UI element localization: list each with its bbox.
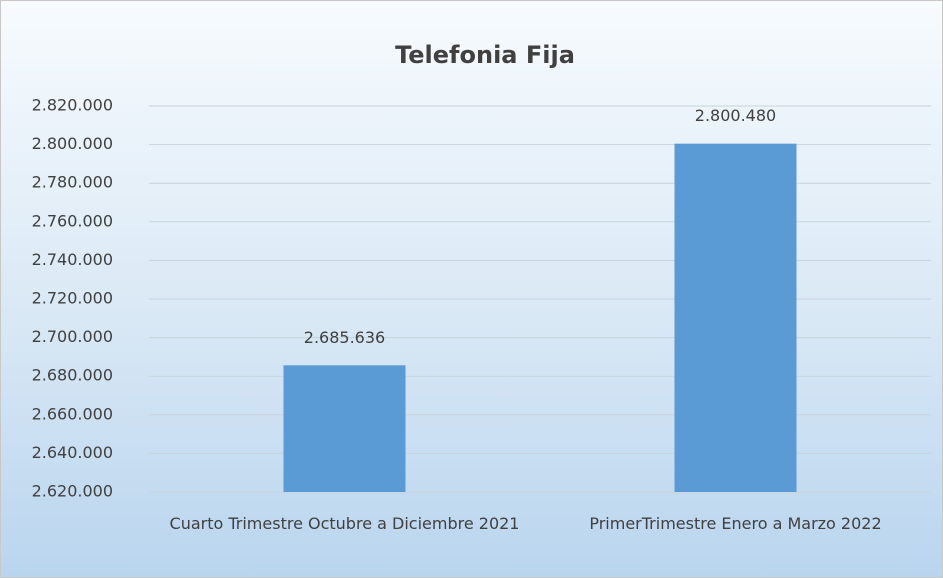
y-tick-label: 2.740.000 bbox=[32, 250, 113, 269]
bar bbox=[674, 143, 797, 493]
y-tick-label: 2.820.000 bbox=[32, 96, 113, 115]
y-tick-label: 2.760.000 bbox=[32, 211, 113, 230]
y-tick-label: 2.700.000 bbox=[32, 327, 113, 346]
y-tick-label: 2.640.000 bbox=[32, 443, 113, 462]
bar bbox=[283, 365, 406, 492]
x-tick-label: PrimerTrimestre Enero a Marzo 2022 bbox=[589, 514, 882, 533]
y-tick-label: 2.660.000 bbox=[32, 404, 113, 423]
y-tick-label: 2.800.000 bbox=[32, 134, 113, 153]
data-label: 2.685.636 bbox=[304, 328, 385, 347]
x-tick-label: Cuarto Trimestre Octubre a Diciembre 202… bbox=[169, 514, 520, 533]
data-label: 2.800.480 bbox=[695, 106, 776, 125]
chart-title: Telefonia Fija bbox=[395, 41, 575, 69]
y-tick-label: 2.780.000 bbox=[32, 173, 113, 192]
y-tick-label: 2.720.000 bbox=[32, 289, 113, 308]
y-tick-label: 2.680.000 bbox=[32, 366, 113, 385]
y-tick-label: 2.620.000 bbox=[32, 482, 113, 501]
